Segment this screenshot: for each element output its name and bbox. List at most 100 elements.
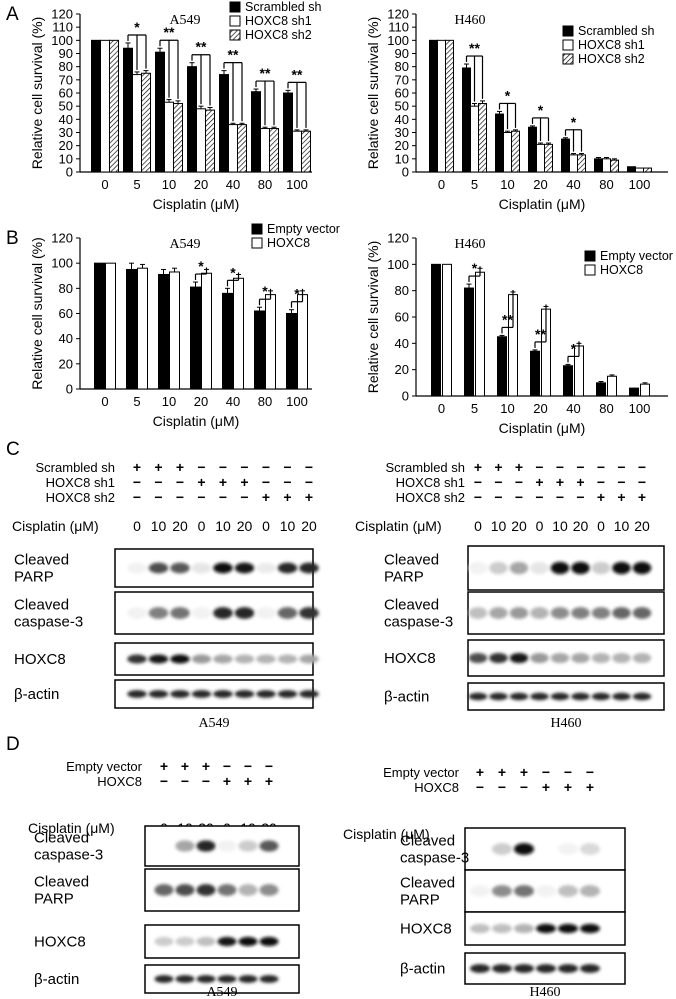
y-tick-label: 0 <box>66 382 73 397</box>
condition-mark: + <box>494 459 502 475</box>
bar <box>503 132 512 173</box>
y-tick-label: 70 <box>395 72 409 87</box>
bar <box>105 262 116 390</box>
legend-label: Scrambled sh <box>578 24 654 38</box>
condition-mark: − <box>564 764 572 780</box>
blot-band <box>127 562 147 574</box>
x-tick-label: 20 <box>533 177 547 192</box>
y-tick-label: 100 <box>51 256 73 271</box>
blot-band <box>468 561 488 575</box>
blot-band <box>509 607 529 619</box>
blot-row-label: caspase-3 <box>14 614 83 631</box>
dose-label: 20 <box>301 518 317 534</box>
significance-mark: ** <box>196 39 207 55</box>
legend-swatch <box>562 53 574 65</box>
condition-mark: − <box>283 474 291 490</box>
blot-band <box>256 607 276 619</box>
condition-label: Empty vector <box>383 765 460 780</box>
blot-row-label: HOXC8 <box>14 651 66 668</box>
dose-label: 10 <box>491 518 507 534</box>
bar <box>569 154 578 173</box>
blot-band <box>530 652 549 664</box>
blot-band <box>612 652 631 664</box>
condition-mark: + <box>556 474 564 490</box>
blot-band <box>299 690 319 698</box>
blot-band <box>489 692 508 701</box>
condition-mark: − <box>576 459 584 475</box>
bar <box>201 272 212 390</box>
significance-mark: ** <box>228 47 239 63</box>
legend-label: HOXC8 sh2 <box>578 52 645 66</box>
blot-band <box>530 561 549 575</box>
chart-title: A549 <box>169 237 200 252</box>
blot-row-label: Cleaved <box>400 833 455 850</box>
condition-mark: + <box>219 474 227 490</box>
bar <box>596 382 606 397</box>
bar <box>462 67 471 173</box>
blot-band <box>550 561 570 575</box>
legend-swatch <box>229 1 241 13</box>
blot-band <box>213 607 233 619</box>
bar <box>495 113 504 173</box>
panel-letter-b: B <box>6 228 19 249</box>
bar <box>100 39 110 173</box>
blot-band <box>509 692 529 701</box>
blot-band <box>127 607 147 619</box>
cisplatin-label: Cisplatin (μM) <box>28 820 115 836</box>
panel-letter-c: C <box>6 439 20 460</box>
y-tick-label: 30 <box>395 125 409 140</box>
blot-row-label: HOXC8 <box>384 650 436 667</box>
condition-mark: + <box>617 489 625 505</box>
blot-band <box>217 884 237 896</box>
condition-label: Empty vector <box>66 759 143 774</box>
y-tick-label: 30 <box>59 125 73 140</box>
condition-mark: + <box>476 764 484 780</box>
condition-mark: + <box>474 459 482 475</box>
blot-band <box>612 607 631 619</box>
condition-mark: + <box>597 489 605 505</box>
cisplatin-label: Cisplatin (μM) <box>343 826 430 842</box>
blot-row-label: Cleaved <box>14 552 69 569</box>
legend-swatch <box>251 237 263 249</box>
blot-band <box>580 885 600 897</box>
blot-band <box>591 607 611 619</box>
legend-swatch <box>562 39 574 51</box>
x-tick-label: 100 <box>629 401 651 416</box>
blot-band <box>571 692 590 701</box>
y-axis-label: Relative cell survival (%) <box>365 241 381 393</box>
blot-row-label: HOXC8 <box>34 934 86 951</box>
bar <box>196 108 206 173</box>
dose-label: 0 <box>198 518 206 534</box>
x-axis-label: Cisplatin (μM) <box>153 413 240 429</box>
blot-band <box>536 964 556 973</box>
condition-mark: − <box>244 758 252 774</box>
y-tick-label: 120 <box>387 231 409 246</box>
condition-mark: + <box>176 459 184 475</box>
x-axis-label: Cisplatin (μM) <box>499 420 586 436</box>
chart-title: H460 <box>454 237 485 252</box>
blot-cell-line-caption: H460 <box>550 716 581 731</box>
cisplatin-label: Cisplatin (μM) <box>12 518 99 534</box>
panel-letter-d: D <box>6 734 20 755</box>
y-tick-label: 110 <box>388 20 409 35</box>
blot-row-label: Cleaved <box>384 552 439 569</box>
dose-label: 20 <box>511 518 527 534</box>
bar <box>141 72 151 173</box>
condition-mark: − <box>133 489 141 505</box>
x-tick-label: 0 <box>101 394 108 409</box>
blot-band <box>196 884 216 896</box>
blot-band <box>571 607 590 619</box>
y-tick-label: 0 <box>402 165 409 180</box>
blot-band <box>217 936 237 947</box>
blot-band <box>259 884 279 896</box>
significance-mark: * <box>472 260 478 276</box>
x-tick-label: 10 <box>500 401 514 416</box>
condition-mark: + <box>223 773 231 789</box>
blot-row-label: PARP <box>400 892 440 909</box>
dose-label: 10 <box>552 518 568 534</box>
x-tick-label: 80 <box>599 177 613 192</box>
blot-band <box>175 936 195 947</box>
y-tick-label: 70 <box>59 72 73 87</box>
legend-swatch <box>251 223 263 235</box>
